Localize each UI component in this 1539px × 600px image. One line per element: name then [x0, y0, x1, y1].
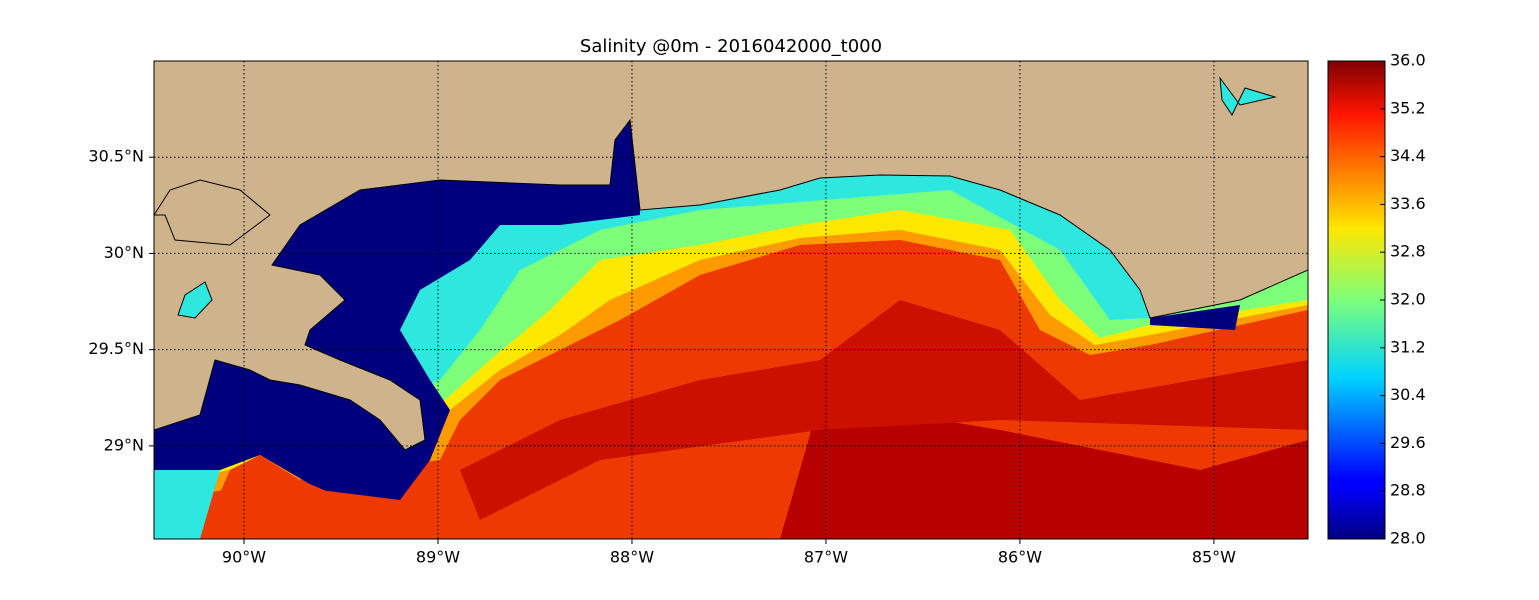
- x-tick-label: 87°W: [804, 548, 848, 567]
- lake: [177, 281, 213, 319]
- y-tick-label: 29°N: [104, 435, 144, 454]
- x-tick-label: 85°W: [1192, 548, 1236, 567]
- colorbar-tick-label: 28.8: [1390, 481, 1426, 500]
- x-tick-label: 86°W: [998, 548, 1042, 567]
- colorbar: [1327, 60, 1386, 540]
- x-tick-label: 88°W: [610, 548, 654, 567]
- x-tick-label: 90°W: [222, 548, 266, 567]
- colorbar-tick-label: 32.8: [1390, 242, 1426, 261]
- colorbar-tick-label: 36.0: [1390, 51, 1426, 70]
- colorbar-tick-label: 30.4: [1390, 385, 1426, 404]
- y-tick-label: 30.5°N: [88, 147, 144, 166]
- colorbar-tick-label: 33.6: [1390, 194, 1426, 213]
- colorbar-tick-label: 31.2: [1390, 337, 1426, 356]
- map-title: Salinity @0m - 2016042000_t000: [580, 36, 882, 57]
- axes: 90°W 89°W 88°W 87°W 86°W 85°W 29°N 29.5°N 30°N 30…: [88, 51, 1425, 567]
- colorbar-tick-label: 29.6: [1390, 433, 1426, 452]
- grid: [154, 61, 1308, 539]
- lake: [1219, 76, 1277, 117]
- plot-frame: [153, 60, 1309, 540]
- x-tick-label: 89°W: [416, 548, 460, 567]
- colorbar-tick-label: 32.0: [1390, 290, 1426, 309]
- colorbar-tick-label: 28.0: [1390, 529, 1426, 548]
- y-tick-label: 30°N: [104, 243, 144, 262]
- colorbar-tick-label: 34.4: [1390, 146, 1426, 165]
- colorbar-tick-label: 35.2: [1390, 98, 1426, 117]
- y-tick-label: 29.5°N: [88, 339, 144, 358]
